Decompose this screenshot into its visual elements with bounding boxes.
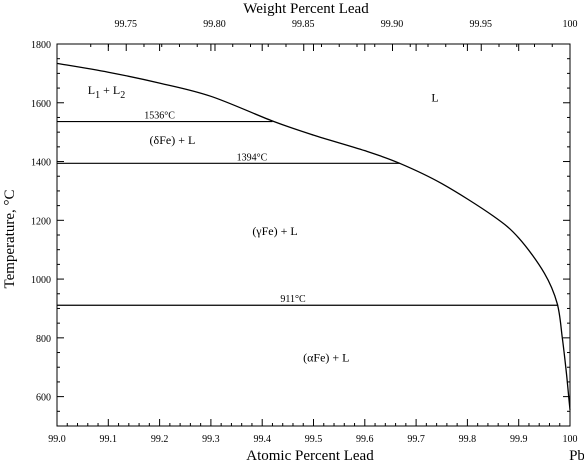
isotherm-label: 1536°C — [144, 111, 175, 122]
y-tick-label: 1200 — [31, 216, 51, 227]
plot-frame — [56, 43, 571, 427]
x-tick-label: 100 — [563, 434, 578, 445]
tick-marks — [56, 43, 571, 427]
x-tick-label: 99.8 — [459, 434, 477, 445]
x-tick-label: 99.4 — [253, 434, 271, 445]
x-tick-label: 99.0 — [48, 434, 66, 445]
x-axis-title: Atomic Percent Lead — [246, 448, 374, 464]
x2-tick-label: 100 — [563, 19, 578, 30]
data-lines — [56, 62, 571, 410]
top-axis-title: Weight Percent Lead — [243, 1, 369, 17]
plot-border — [56, 43, 571, 427]
y-tick-label: 1800 — [31, 40, 51, 51]
annotations: 1536°C 1394°C 911°C L (δFe) + L (γFe) + L (αFe… — [88, 83, 439, 364]
liquidus-curve — [56, 62, 571, 410]
y-tick-label: 600 — [36, 393, 51, 404]
tick-labels: 99.0 99.1 99.2 99.3 99.4 99.5 99.6 99.7 99.8 99.9… — [31, 19, 578, 445]
x-tick-label: 99.6 — [356, 434, 374, 445]
x-tick-label: 99.2 — [151, 434, 169, 445]
region-label: (αFe) + L — [303, 350, 349, 364]
x-tick-label: 99.7 — [407, 434, 425, 445]
isotherm-label: 1394°C — [237, 152, 268, 163]
x2-tick-label: 99.75 — [114, 19, 137, 30]
y-tick-label: 1600 — [31, 99, 51, 110]
x2-tick-label: 99.85 — [292, 19, 315, 30]
x2-tick-label: 99.80 — [203, 19, 226, 30]
x-tick-label: 99.9 — [510, 434, 528, 445]
x-tick-label: 99.1 — [100, 434, 118, 445]
region-label-l1-l2: L1 + L2 — [88, 83, 125, 101]
isotherm-label: 911°C — [280, 294, 306, 305]
y-tick-label: 1400 — [31, 158, 51, 169]
x-tick-label: 99.5 — [305, 434, 323, 445]
region-label: L — [431, 90, 438, 104]
x2-tick-label: 99.95 — [469, 19, 492, 30]
y-tick-label: 800 — [36, 334, 51, 345]
y-tick-label: 1000 — [31, 275, 51, 286]
x2-tick-label: 99.90 — [381, 19, 404, 30]
x-tick-label: 99.3 — [202, 434, 220, 445]
element-label-pb: Pb — [569, 448, 584, 464]
region-label: (γFe) + L — [252, 224, 297, 238]
region-label: (δFe) + L — [150, 133, 196, 147]
y-axis-title: Temperature, °C — [2, 189, 18, 288]
